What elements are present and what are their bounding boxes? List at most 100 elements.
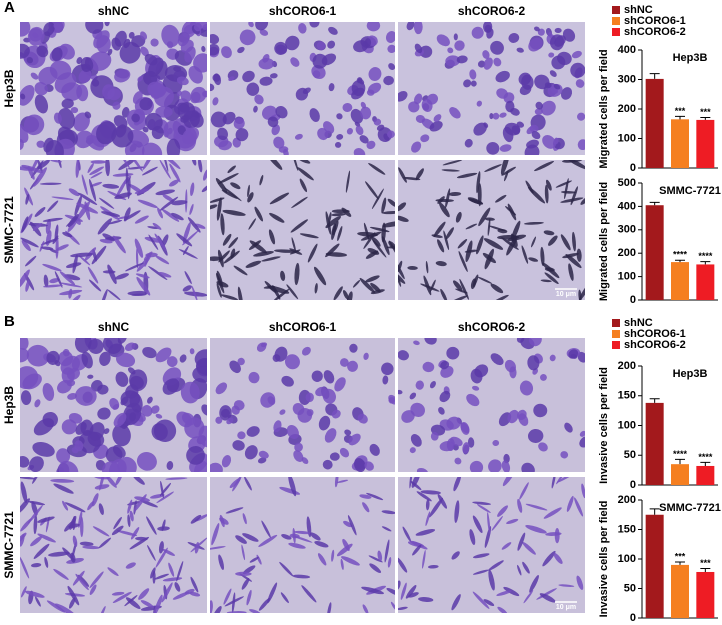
cell [292,160,299,171]
cell [544,82,552,89]
cell [23,114,45,136]
cell [499,112,507,118]
cell [223,588,232,605]
cell [140,46,149,57]
cell [501,460,511,472]
cell [464,138,473,148]
micrograph [20,338,207,472]
cell [483,599,495,606]
cell [70,252,94,258]
cell [41,246,54,250]
cell [497,606,508,613]
cell [92,526,110,537]
cell [210,204,218,210]
cell [451,594,461,611]
cell [398,270,402,287]
cell [366,22,381,32]
cell [237,357,245,366]
cell [526,139,539,149]
cell [416,467,429,472]
cell [387,198,395,208]
cell [49,278,60,284]
column-header: shCORO6-2 [458,320,526,334]
cell [342,538,350,551]
y-tick-label: 200 [618,494,636,506]
cell [132,90,143,104]
cell [309,22,320,28]
cell [463,79,472,88]
cell [166,356,178,367]
cell [488,459,502,472]
cell [366,140,376,150]
cell [191,285,198,300]
cell [418,597,434,602]
cell [492,440,500,447]
cell [20,481,28,504]
significance: **** [698,251,713,261]
cell [459,278,469,300]
cell [539,593,556,603]
cell [273,420,282,433]
cell [487,218,491,236]
cell [556,477,566,485]
cell [574,497,584,517]
cell [130,527,140,540]
cell [132,477,145,485]
cell [210,34,220,45]
cell [184,270,192,285]
cell [255,22,269,31]
cell [371,188,384,210]
cell [32,222,43,231]
cell [129,536,150,550]
cell [194,223,206,229]
cell [114,69,131,83]
cell [284,354,300,370]
cell [25,193,30,205]
cell [416,491,432,502]
cell [437,196,445,204]
cell [153,419,177,443]
cell [313,266,327,286]
cell [322,388,336,404]
cell [366,492,384,501]
cell [548,31,553,38]
cell [519,84,532,96]
cell [171,212,184,221]
cell [398,202,407,212]
y-tick-label: 0 [630,479,636,491]
cell [161,582,173,603]
cell [249,556,259,563]
legend-label: shCORO6-2 [624,26,686,38]
cell [293,530,311,535]
cell [365,181,379,200]
cell [148,265,168,281]
cell [87,163,94,174]
cell [228,76,235,82]
bar [645,402,664,485]
cell [501,237,519,250]
cell [410,434,422,447]
cell [376,124,385,131]
cell [337,226,343,242]
cell [465,223,478,230]
cell [508,32,520,43]
cell [166,461,174,471]
cell [263,285,275,289]
significance: *** [700,107,711,117]
cell [28,28,43,42]
cell [414,43,423,54]
cell [579,436,585,448]
cell [420,283,440,292]
cell [486,141,500,155]
cell [136,255,151,272]
cell [72,535,78,548]
cell [488,569,495,591]
cell [472,553,490,559]
cell [20,338,29,350]
cell [566,495,574,512]
y-tick-label: 150 [618,523,636,535]
cell [202,90,207,98]
legend-swatch [612,6,620,14]
cell [155,347,172,363]
cell [34,81,48,96]
